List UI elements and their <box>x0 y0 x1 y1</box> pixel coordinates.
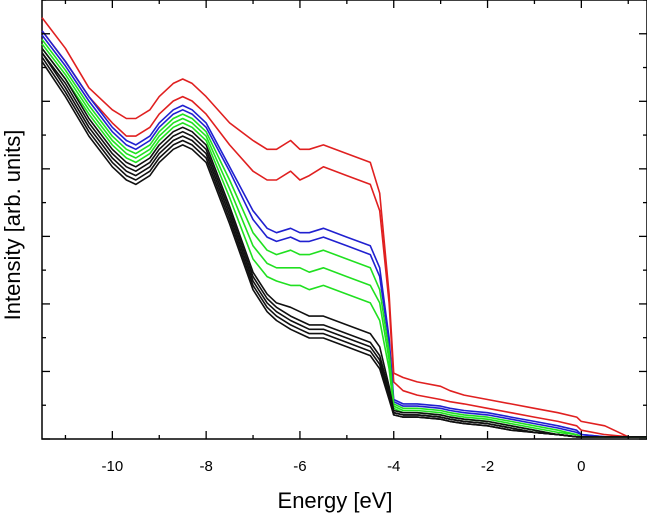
series-line-6 <box>41 43 647 438</box>
x-tick-label: -6 <box>293 458 306 475</box>
series-line-7 <box>41 47 647 438</box>
x-tick-label: -8 <box>199 458 212 475</box>
x-tick-label: -10 <box>102 458 124 475</box>
series-line-5 <box>41 39 647 438</box>
series-layer <box>41 17 647 438</box>
y-axis-title: Intensity [arb. units] <box>0 130 25 321</box>
series-line-12 <box>41 61 647 438</box>
y-axis-ticks <box>42 0 647 440</box>
x-axis-title: Energy [eV] <box>278 488 393 513</box>
series-line-1 <box>41 17 647 438</box>
x-tick-label: -2 <box>481 458 494 475</box>
x-axis-ticks: -10 -8 -6 -4 -2 0 <box>64 0 629 475</box>
series-line-2 <box>41 30 647 438</box>
series-line-8 <box>41 47 647 438</box>
series-line-3 <box>41 30 647 438</box>
series-line-4 <box>41 34 647 438</box>
plot-frame <box>41 0 647 440</box>
series-line-11 <box>41 56 647 438</box>
x-tick-label: 0 <box>577 458 585 475</box>
x-tick-label: -4 <box>387 458 400 475</box>
